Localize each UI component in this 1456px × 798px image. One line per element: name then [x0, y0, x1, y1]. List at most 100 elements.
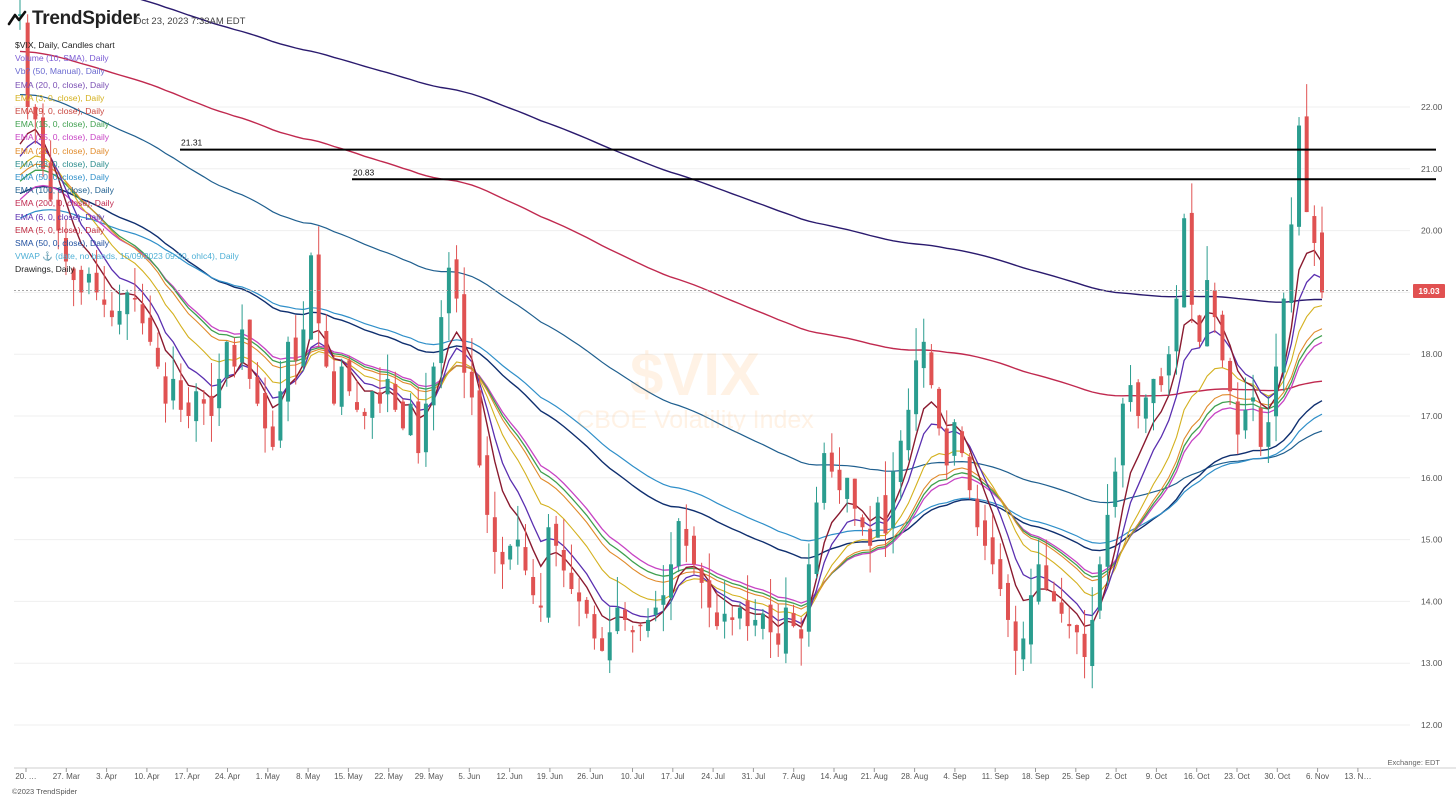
- candle-body: [845, 477, 850, 499]
- candle-body: [1320, 232, 1324, 293]
- candle-body: [416, 401, 421, 454]
- brand-logo: TrendSpider: [6, 8, 140, 30]
- candle-body: [454, 259, 459, 299]
- candle-body: [86, 273, 91, 283]
- candle-body: [125, 292, 130, 315]
- x-tick-label: 13. N…: [1344, 772, 1371, 781]
- candle-body: [354, 402, 359, 410]
- legend-item[interactable]: EMA (5, 0, close), Daily: [15, 224, 105, 235]
- candle-body: [1028, 595, 1033, 645]
- candle-body: [883, 495, 888, 534]
- candle-body: [829, 452, 834, 472]
- candle-body: [94, 272, 99, 293]
- candle-body: [523, 547, 528, 571]
- last-price-tag: 19.03: [1413, 283, 1445, 298]
- candle-body: [875, 502, 880, 538]
- candle-body: [860, 517, 865, 528]
- horizontal-level-label: 21.31: [181, 138, 203, 148]
- candle-body: [469, 371, 474, 398]
- candle-body: [1205, 280, 1210, 347]
- x-tick-label: 2. Oct: [1105, 772, 1127, 781]
- candle-body: [638, 624, 643, 627]
- legend-item[interactable]: EMA (15, 0, close), Daily: [15, 119, 110, 130]
- legend-item[interactable]: EMA (3, 0, close), Daily: [15, 92, 105, 103]
- legend-item[interactable]: EMA (6, 0, close), Daily: [15, 211, 105, 222]
- candle-body: [194, 391, 199, 422]
- legend-item[interactable]: EMA (200, 0, close), Daily: [15, 198, 114, 209]
- candle-body: [1105, 514, 1110, 567]
- candle-body: [155, 347, 160, 367]
- horizontal-levels[interactable]: 21.31 20.83: [14, 138, 1436, 291]
- candle-body: [1274, 366, 1279, 417]
- legend-item[interactable]: Drawings, Daily: [15, 264, 75, 275]
- legend-item[interactable]: Vb? (50, Manual), Daily: [15, 66, 105, 77]
- ema-line: [19, 209, 1323, 544]
- candle-body: [1258, 407, 1263, 447]
- candle-body: [1251, 397, 1256, 402]
- candle-body: [431, 366, 436, 406]
- candle-body: [1243, 409, 1248, 431]
- candle-body: [25, 22, 30, 107]
- legend-item[interactable]: EMA (25, 0, close), Daily: [15, 132, 110, 143]
- candle-body: [1120, 403, 1125, 466]
- legend-item[interactable]: VWAP ⚓ (date, no bands, 15/09/2023 09:30…: [15, 251, 239, 262]
- legend-item[interactable]: EMA (100, 0, close), Daily: [15, 185, 114, 196]
- candle-body: [209, 395, 214, 416]
- legend-item[interactable]: EMA (9, 0, close), Daily: [15, 106, 105, 117]
- candle-body: [730, 617, 735, 620]
- candle-body: [40, 117, 45, 169]
- legend-item[interactable]: SMA (50, 0, close), Daily: [15, 238, 110, 249]
- horizontal-level-label: 20.83: [353, 167, 375, 177]
- candle-body: [906, 409, 911, 451]
- x-tick-label: 10. Apr: [134, 772, 160, 781]
- legend-item[interactable]: EMA (50, 0, close), Daily: [15, 172, 110, 183]
- x-tick-label: 30. Oct: [1264, 772, 1291, 781]
- y-axis: 12.0013.0014.0015.0016.0017.0018.0019.00…: [1421, 102, 1443, 730]
- x-tick-label: 14. Aug: [820, 772, 847, 781]
- candle-body: [201, 399, 206, 404]
- candle-body: [600, 638, 605, 651]
- candle-body: [914, 360, 919, 415]
- x-tick-label: 20. …: [15, 772, 36, 781]
- indicator-legend[interactable]: $VIX, Daily, Candles chart Volume (10, SM…: [15, 39, 239, 277]
- y-tick-label: 12.00: [1421, 720, 1443, 730]
- candle-body: [186, 402, 191, 416]
- candle-body: [102, 299, 107, 305]
- candle-body: [132, 298, 137, 300]
- candle-body: [592, 614, 597, 639]
- x-tick-label: 12. Jun: [496, 772, 522, 781]
- candle-body: [278, 391, 283, 441]
- candle-body: [477, 390, 482, 466]
- candle-body: [408, 403, 413, 436]
- candle-body: [546, 527, 551, 618]
- candle-body: [577, 592, 582, 602]
- candle-body: [79, 269, 84, 293]
- x-tick-label: 29. May: [415, 772, 443, 781]
- candle-body: [270, 426, 275, 447]
- legend-item[interactable]: EMA (20, 0, close), Daily: [15, 79, 110, 90]
- candle-body: [921, 341, 926, 369]
- candle-body: [615, 607, 620, 632]
- x-tick-label: 17. Apr: [175, 772, 201, 781]
- legend-item[interactable]: EMA (23, 0, close), Daily: [15, 158, 110, 169]
- y-tick-label: 13.00: [1421, 658, 1443, 668]
- x-tick-label: 27. Mar: [53, 772, 80, 781]
- candle-body: [163, 376, 168, 404]
- x-tick-label: 18. Sep: [1022, 772, 1050, 781]
- candle-body: [362, 411, 367, 416]
- candle-body: [837, 469, 842, 491]
- candle-body: [18, 14, 22, 16]
- legend-item[interactable]: $VIX, Daily, Candles chart: [15, 40, 115, 50]
- x-tick-label: 11. Sep: [982, 772, 1010, 781]
- candle-body: [301, 329, 306, 367]
- candle-body: [1013, 621, 1018, 651]
- legend-item[interactable]: EMA (21, 0, close), Daily: [15, 145, 110, 156]
- candle-body: [1128, 385, 1133, 403]
- candle-body: [286, 341, 291, 402]
- legend-item[interactable]: Volume (10, SMA), Daily: [15, 53, 109, 64]
- candle-body: [929, 352, 934, 386]
- candle-body: [48, 162, 53, 200]
- trendspider-logo-icon: [7, 10, 27, 26]
- brand-name: TrendSpider: [32, 8, 140, 29]
